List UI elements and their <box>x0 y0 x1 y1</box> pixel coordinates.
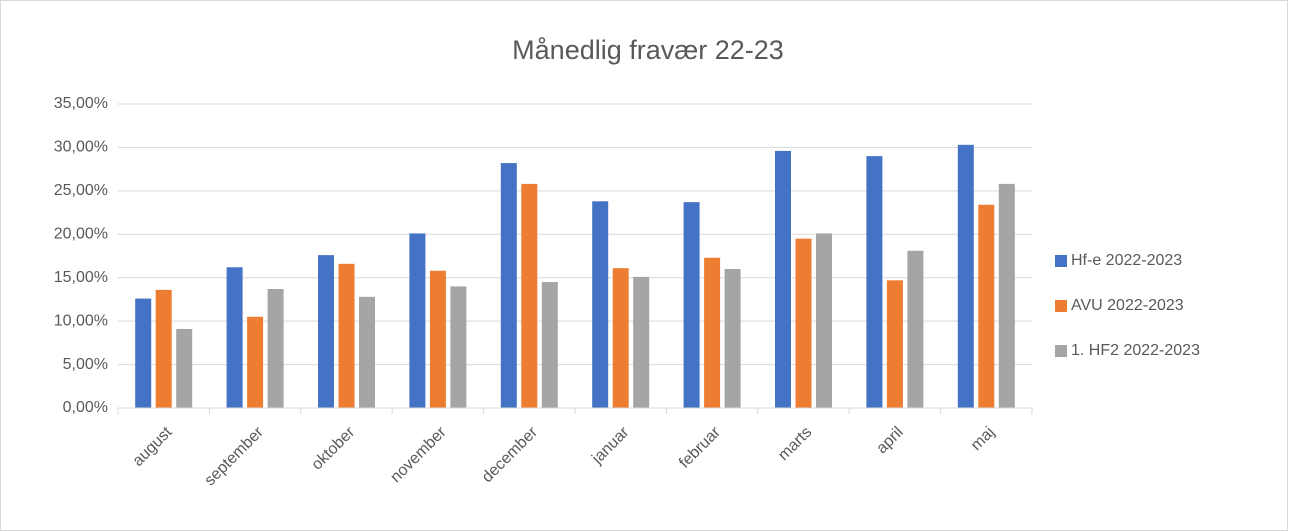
bar <box>338 263 355 408</box>
legend-swatch <box>1055 255 1067 267</box>
y-tick-label: 30,00% <box>54 139 108 156</box>
bar <box>429 270 446 408</box>
bar <box>500 163 517 408</box>
y-tick-label: 5,00% <box>63 356 108 373</box>
bar <box>318 255 334 408</box>
bar <box>957 144 974 408</box>
bar <box>176 328 193 408</box>
bar <box>633 276 650 408</box>
bar <box>247 316 264 408</box>
bar <box>521 183 538 408</box>
bar <box>816 233 832 408</box>
bar <box>907 250 924 408</box>
bar <box>135 298 152 408</box>
legend-swatch <box>1055 300 1067 312</box>
legend-label: AVU 2022-2023 <box>1071 297 1184 314</box>
bar <box>724 269 741 408</box>
bar <box>998 183 1015 408</box>
bar <box>886 280 903 408</box>
y-tick-label: 20,00% <box>54 226 108 243</box>
legend-swatch <box>1055 345 1067 357</box>
bar <box>541 282 558 408</box>
bar <box>775 150 791 408</box>
y-tick-label: 10,00% <box>54 312 108 329</box>
bar <box>359 296 375 408</box>
bar <box>866 156 883 408</box>
bar <box>612 268 629 408</box>
bar <box>592 201 609 408</box>
y-tick-label: 25,00% <box>54 182 108 199</box>
bar <box>409 233 426 408</box>
chart-title: Månedlig fravær 22-23 <box>512 35 784 65</box>
bar <box>795 238 812 408</box>
bar <box>704 257 721 408</box>
bar <box>226 267 243 408</box>
legend-label: Hf-e 2022-2023 <box>1071 252 1182 269</box>
y-tick-label: 15,00% <box>54 269 108 286</box>
bar <box>450 286 467 408</box>
bar <box>683 202 700 408</box>
bar <box>267 289 284 408</box>
y-tick-label: 0,00% <box>63 399 108 416</box>
y-tick-label: 35,00% <box>54 95 108 112</box>
bar <box>155 289 172 408</box>
legend-label: 1. HF2 2022-2023 <box>1071 342 1200 359</box>
bar <box>978 204 995 408</box>
